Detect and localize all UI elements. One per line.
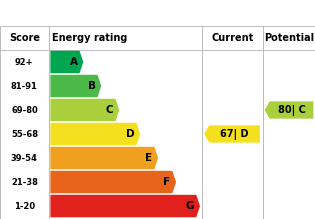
Text: 69-80: 69-80 bbox=[11, 106, 38, 115]
Text: Potential: Potential bbox=[264, 33, 314, 43]
Text: Score: Score bbox=[9, 33, 40, 43]
Text: Energy Efficiency Rating: Energy Efficiency Rating bbox=[5, 7, 188, 19]
Text: 39-54: 39-54 bbox=[11, 154, 38, 162]
Text: 21-38: 21-38 bbox=[11, 178, 38, 187]
Polygon shape bbox=[50, 123, 140, 145]
Text: Current: Current bbox=[211, 33, 254, 43]
Text: C: C bbox=[106, 105, 113, 115]
Text: F: F bbox=[163, 177, 170, 187]
Text: 92+: 92+ bbox=[15, 58, 34, 67]
Polygon shape bbox=[50, 147, 158, 169]
Text: G: G bbox=[186, 201, 194, 211]
Polygon shape bbox=[50, 171, 176, 193]
Polygon shape bbox=[204, 125, 260, 143]
Text: 55-68: 55-68 bbox=[11, 129, 38, 139]
Text: D: D bbox=[126, 129, 135, 139]
Polygon shape bbox=[50, 99, 119, 121]
Polygon shape bbox=[50, 51, 83, 73]
Polygon shape bbox=[50, 195, 200, 217]
Text: Energy rating: Energy rating bbox=[52, 33, 127, 43]
Text: A: A bbox=[70, 57, 77, 67]
Text: 81-91: 81-91 bbox=[11, 81, 38, 90]
Text: B: B bbox=[88, 81, 96, 91]
Text: E: E bbox=[145, 153, 152, 163]
Polygon shape bbox=[265, 101, 313, 119]
Text: 1-20: 1-20 bbox=[14, 201, 35, 210]
Text: 67| D: 67| D bbox=[220, 129, 249, 140]
Polygon shape bbox=[50, 75, 101, 97]
Text: 80| C: 80| C bbox=[278, 104, 306, 115]
